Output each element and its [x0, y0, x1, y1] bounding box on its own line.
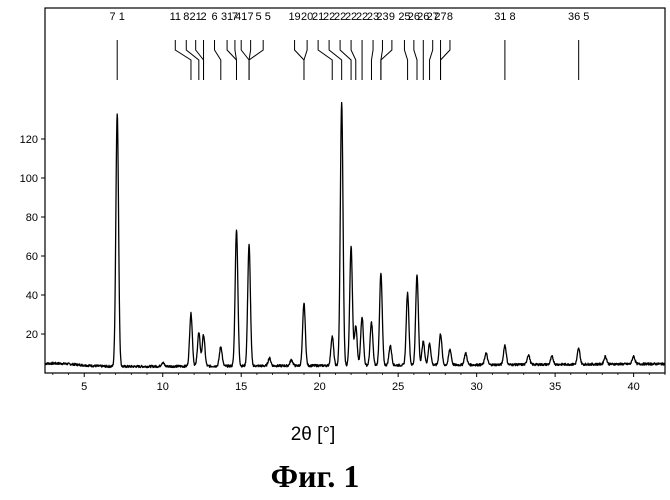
peak-label-text: 2: [200, 11, 206, 23]
diffraction-trace: [45, 103, 665, 368]
peak-marker-line: [249, 40, 263, 80]
peak-label-text: 9: [389, 11, 395, 23]
x-tick-label: 5: [81, 381, 87, 393]
peak-label-text: 41: [235, 11, 247, 23]
figure-caption: Фиг. 1: [0, 458, 670, 495]
x-axis-label-text: 2θ [°]: [291, 424, 336, 445]
peak-marker-line: [318, 40, 332, 80]
peak-marker-line: [295, 40, 304, 80]
peak-label-text: 8: [447, 11, 453, 23]
y-tick-label: 20: [26, 329, 38, 341]
y-tick-label: 100: [20, 173, 38, 185]
peak-label-text: 7: [248, 11, 254, 23]
peak-label-text: 27: [434, 11, 446, 23]
x-tick-label: 10: [157, 381, 169, 393]
peak-label-text: 7 1: [110, 11, 125, 23]
peak-marker-line: [304, 40, 307, 80]
y-tick-label: 80: [26, 212, 38, 224]
peak-label-text: 31 8: [494, 11, 515, 23]
x-tick-label: 20: [314, 381, 326, 393]
peak-marker-line: [215, 40, 221, 80]
figure-caption-text: Фиг. 1: [271, 458, 360, 494]
y-tick-label: 120: [20, 134, 38, 146]
x-tick-label: 30: [471, 381, 483, 393]
peak-marker-line: [235, 40, 237, 80]
peak-marker-line: [186, 40, 199, 80]
peak-marker-line: [371, 40, 373, 80]
plot-border: [45, 8, 665, 373]
diffraction-line: [45, 103, 665, 368]
peak-marker-line: [404, 40, 407, 80]
peak-label-text: 11: [170, 11, 181, 23]
peak-labels: 7 111821263174175 5192021222222222323925…: [110, 11, 590, 80]
peak-marker-line: [241, 40, 249, 80]
peak-marker-line: [196, 40, 204, 80]
peak-marker-line: [175, 40, 191, 80]
peak-label-text: 23: [376, 11, 388, 23]
peak-label-text: 36 5: [568, 11, 589, 23]
peak-marker-line: [414, 40, 417, 80]
xrd-chart: 7 111821263174175 5192021222222222323925…: [0, 0, 670, 420]
peak-marker-line: [430, 40, 433, 80]
x-tick-label: 15: [235, 381, 247, 393]
peak-label-text: 5 5: [256, 11, 271, 23]
x-tick-label: 25: [392, 381, 404, 393]
x-tick-label: 35: [549, 381, 561, 393]
peak-label-text: 8: [183, 11, 189, 23]
plot-frame: [45, 8, 665, 373]
peak-label-text: 19: [288, 11, 300, 23]
y-tick-label: 40: [26, 290, 38, 302]
x-tick-label: 40: [627, 381, 639, 393]
x-axis-label: 2θ [°]: [0, 424, 670, 446]
y-tick-label: 60: [26, 251, 38, 263]
peak-marker-line: [351, 40, 356, 80]
peak-marker-line: [441, 40, 450, 80]
peak-label-text: 6: [211, 11, 217, 23]
